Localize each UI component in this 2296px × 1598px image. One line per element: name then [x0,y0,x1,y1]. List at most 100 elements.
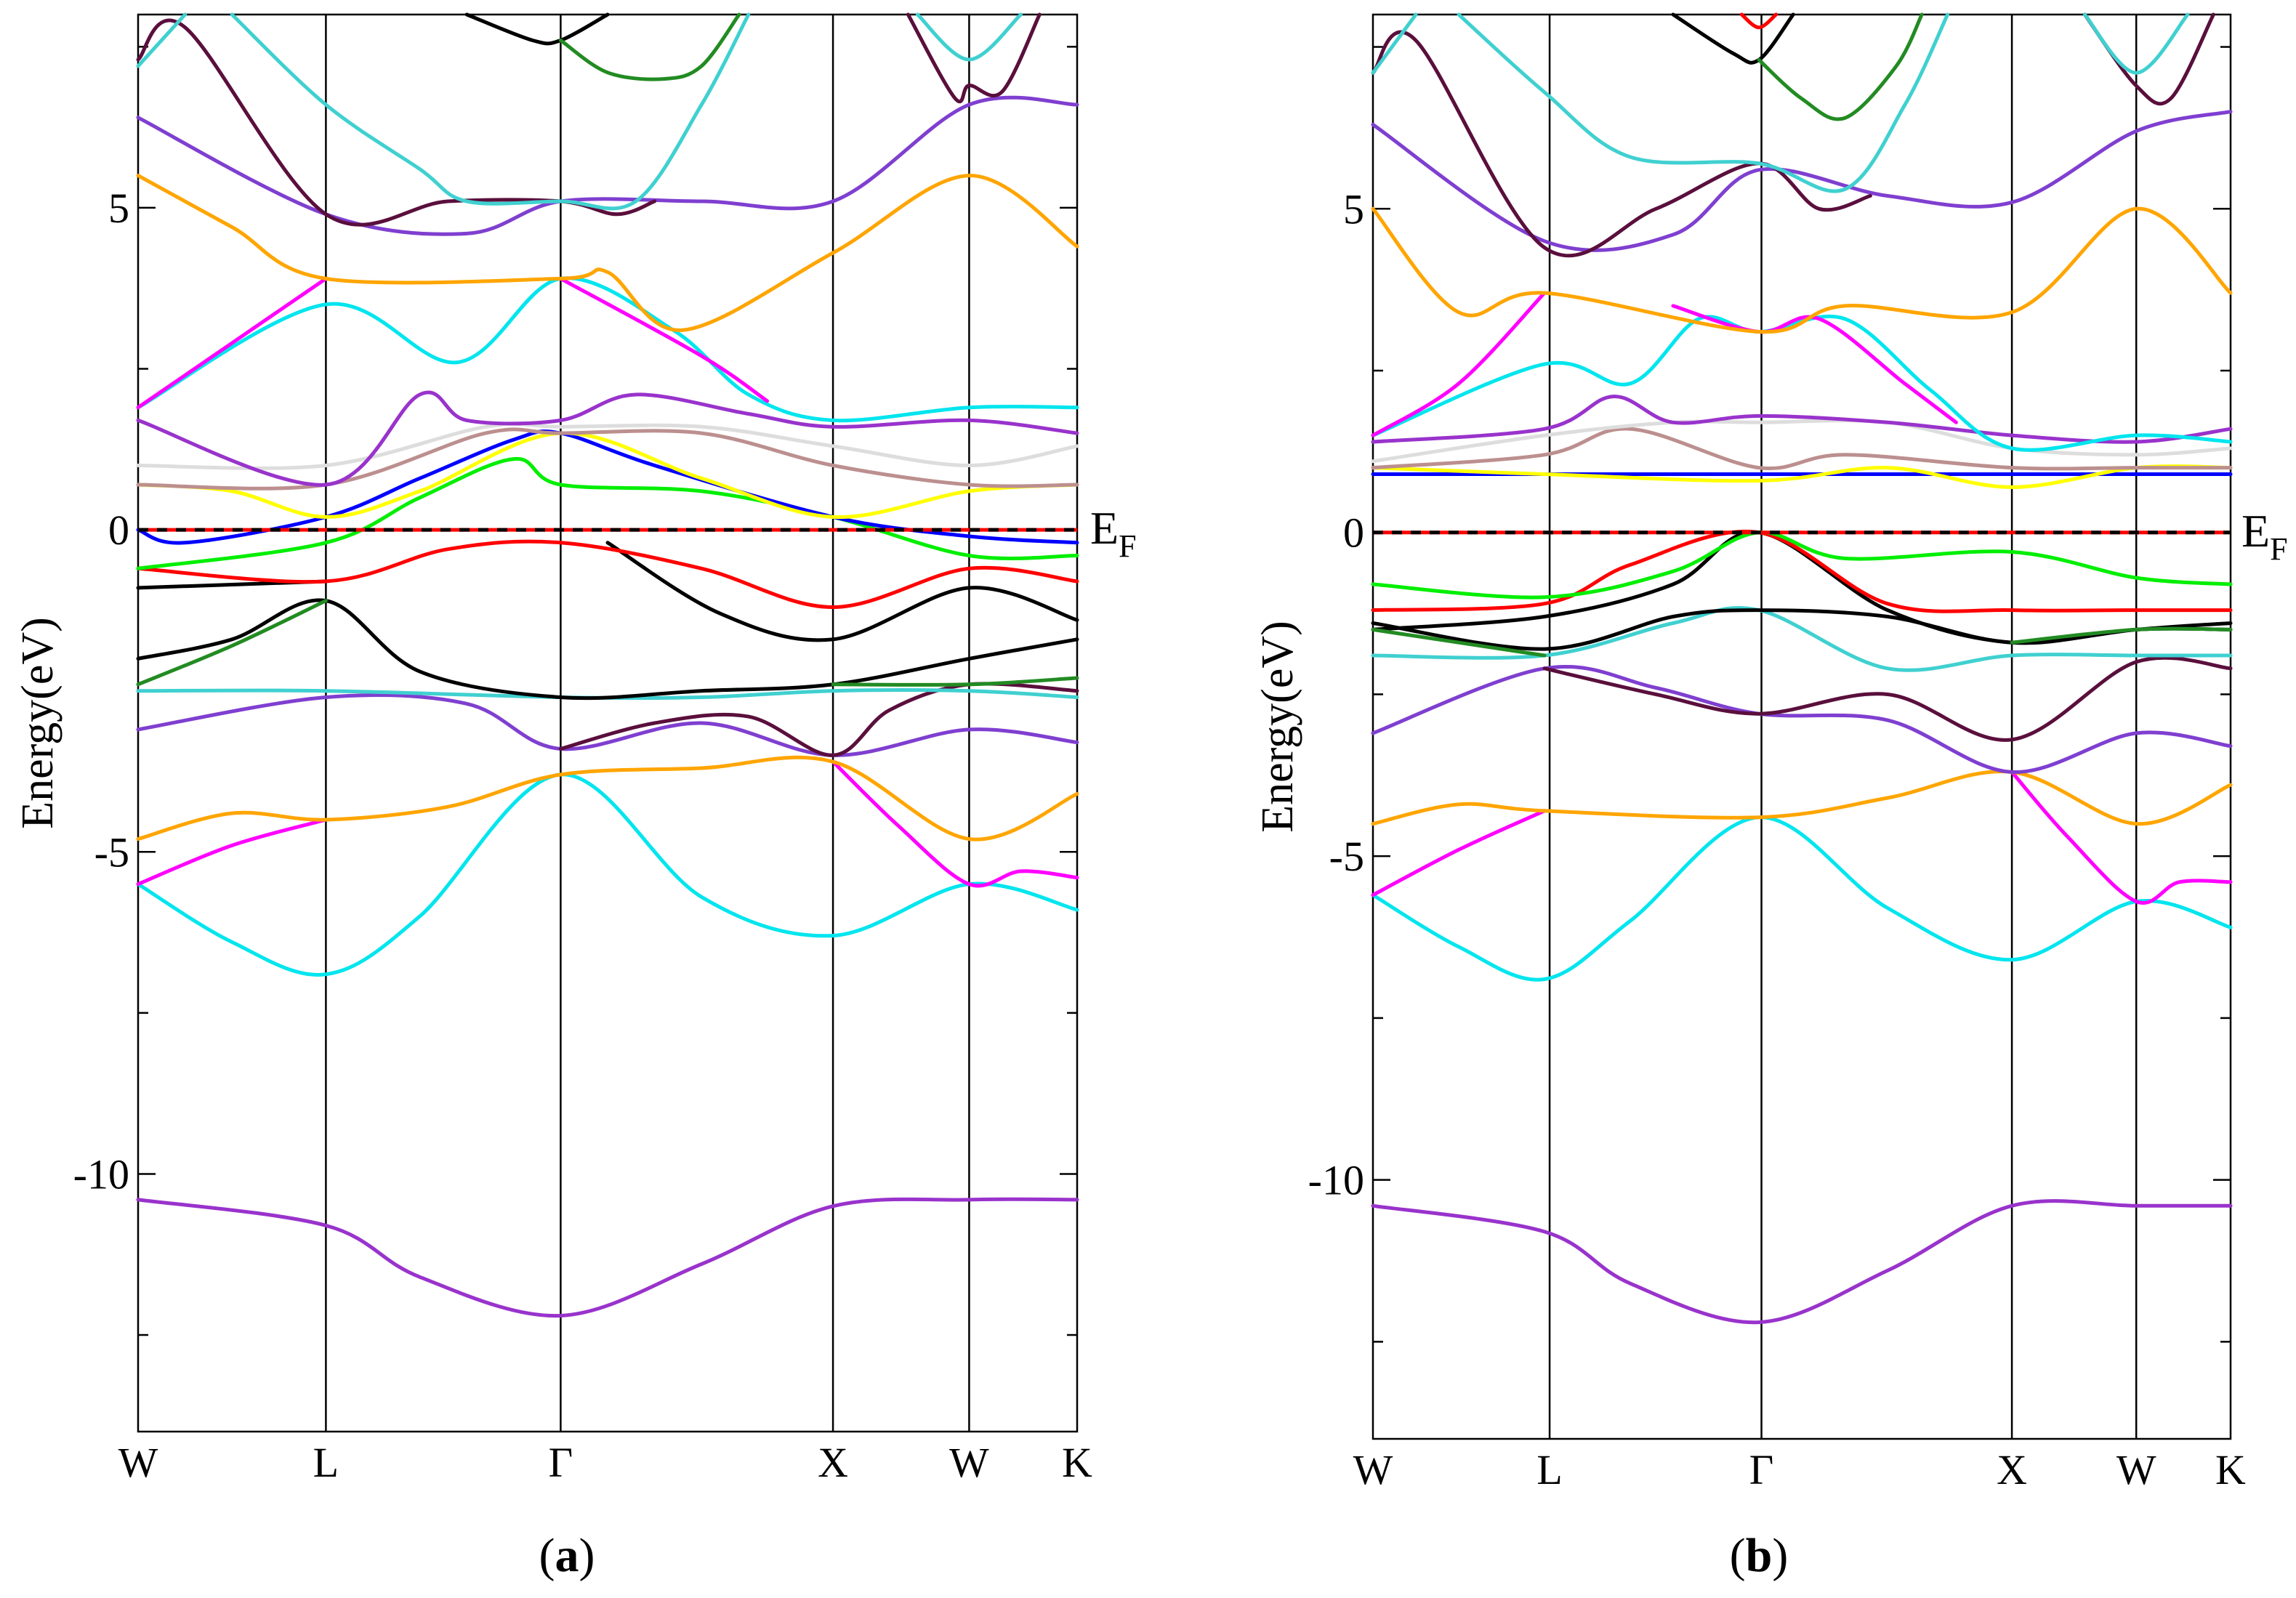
band-curve [136,599,328,687]
panel-b: W L Γ X W K -10 -5 0 5 Energy(eV) EF (b) [1253,12,2288,1582]
y-tick-label: 5 [1343,185,1364,233]
band-curve [1371,419,2233,464]
y-tick-label: -5 [1329,833,1364,880]
caption-letter: b [1746,1529,1773,1582]
band-curve [136,276,1079,423]
band-curve [1371,291,1547,437]
band-curve [1371,12,1418,75]
fermi-label-main: E [1090,502,1119,554]
band-curve [1371,395,2233,444]
band-curve [136,390,1079,487]
caption-open: ( [539,1529,555,1582]
band-curve [1542,655,2233,742]
band-curve [136,457,1079,570]
kpoint-label: L [313,1439,339,1486]
plot-frame [1371,13,2232,1440]
band-curve [136,427,1079,491]
band-curve [1457,12,1950,193]
band-curve [1671,12,1795,65]
caption-letter: a [555,1529,579,1582]
band-curve [1371,30,1872,258]
band-curve [136,755,1079,842]
band-curve [605,541,1079,642]
band-curves [136,12,1079,1318]
kpoint-label: X [818,1439,848,1486]
y-ticks: -10 -5 0 5 [1308,46,2231,1343]
band-curve [2082,12,2215,106]
plot-frame [137,13,1079,1433]
caption-open: ( [1730,1529,1746,1582]
band-curve [915,12,1023,62]
band-curve [136,539,1079,609]
y-tick-label: -10 [1308,1157,1364,1204]
kpoint-label: Γ [549,1439,573,1486]
panel-a: W L Γ X W K -10 -5 0 5 Energy(eV) EF (a) [13,12,1137,1582]
band-curve [1671,304,1958,424]
band-curve [136,818,328,887]
kpoint-label: W [118,1439,158,1486]
y-axis-label: Energy(eV) [1253,621,1302,833]
band-curve [136,12,188,68]
band-curve [136,174,1079,332]
panel-caption-a: (a) [539,1529,595,1582]
band-curve [136,772,1079,977]
band-curve [831,676,1079,687]
kpoint-label: X [1997,1446,2027,1493]
band-curves [1371,12,2233,1325]
kpoint-label: K [1062,1439,1092,1486]
fermi-label-subscript: F [1119,528,1136,564]
band-curve [1371,110,2233,252]
band-curve [1371,206,2233,334]
band-curve [2010,770,2233,905]
band-curve [136,693,1079,757]
fermi-label: EF [2241,505,2288,567]
fermi-label: EF [1090,502,1137,564]
band-curve [136,1197,1079,1318]
y-tick-label: -10 [73,1150,129,1198]
band-curve [1371,627,1547,658]
band-curve [831,759,1079,888]
band-curve [558,12,741,81]
band-curve [558,276,770,403]
kpoint-label: W [949,1439,989,1486]
band-curve [1371,314,2233,452]
band-curve [1371,529,2233,613]
kpoint-label: W [2116,1446,2156,1493]
band-curve [136,598,1079,701]
kpoint-label: Γ [1749,1446,1774,1493]
band-curve [1371,809,1547,897]
band-curve [1371,427,2233,471]
y-tick-label: 5 [108,185,129,232]
band-curve [136,688,1079,701]
band-curve [1371,815,2233,982]
band-curve [230,12,751,211]
band-curve [1371,606,2233,672]
band-curve [136,431,1079,520]
kpoint-label: L [1536,1446,1562,1493]
caption-close: ) [1772,1529,1788,1582]
y-tick-label: -5 [94,828,129,876]
caption-close: ) [579,1529,595,1582]
band-curve [2082,12,2190,75]
band-curve [1371,770,2233,826]
panel-caption-b: (b) [1730,1529,1789,1582]
band-curve [136,421,1079,470]
band-curve [906,12,1042,104]
band-curve [1371,1199,2233,1325]
fermi-label-subscript: F [2270,531,2287,567]
band-curve [1757,12,1924,121]
band-curve [136,18,657,227]
band-curve [136,276,328,410]
y-axis-label: Energy(eV) [13,617,63,829]
band-curve [2010,626,2233,645]
kpoint-label: K [2215,1446,2246,1493]
band-curve [464,12,610,46]
band-curve [1371,530,2233,600]
band-curve [1739,12,1779,30]
y-tick-label: 0 [1343,509,1364,557]
kpoint-label: W [1353,1446,1393,1493]
y-tick-label: 0 [108,507,129,554]
